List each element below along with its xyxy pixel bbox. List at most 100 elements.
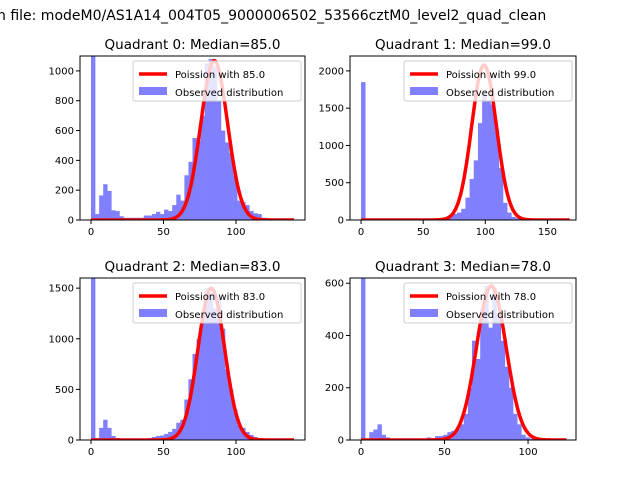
- histogram-bar: [473, 160, 479, 220]
- legend-curve-label: Poission with 99.0: [446, 70, 536, 81]
- histogram-bar: [172, 428, 177, 440]
- histogram-bar: [168, 211, 173, 220]
- histogram-bar: [220, 130, 226, 220]
- legend: Poission with 99.0 Observed distribution: [403, 60, 573, 102]
- histogram-bar: [455, 429, 460, 440]
- y-tick-label: 0: [338, 216, 344, 227]
- histogram-bar: [220, 328, 226, 440]
- histogram-bar: [237, 424, 242, 440]
- histogram-bar: [502, 202, 508, 220]
- histogram-bar: [237, 200, 242, 220]
- histogram-bar: [176, 194, 181, 220]
- y-tick-label: 1000: [49, 66, 74, 77]
- histogram-bar: [434, 436, 440, 440]
- legend: Poission with 78.0 Observed distribution: [403, 282, 573, 324]
- histogram-bar: [204, 288, 210, 440]
- histogram-bar: [200, 115, 205, 220]
- histogram-bar: [208, 293, 214, 440]
- y-tick-label: 800: [55, 96, 74, 107]
- histogram-bar: [486, 100, 491, 220]
- histogram-bar: [164, 433, 169, 440]
- axes-frame: [349, 55, 577, 221]
- histogram-bar: [192, 353, 197, 440]
- legend: Poission with 83.0 Observed distribution: [132, 282, 302, 324]
- histogram-bar: [208, 58, 214, 220]
- y-tick-label: 500: [325, 178, 344, 189]
- histogram-bar: [168, 431, 173, 440]
- histogram-bar: [463, 413, 469, 440]
- plot-area: [360, 63, 571, 220]
- histogram-bar: [107, 190, 112, 220]
- legend-hist-label: Observed distribution: [446, 88, 554, 99]
- axes-frame: [79, 55, 306, 221]
- histogram-bar: [469, 179, 475, 220]
- poisson-curve: [360, 63, 571, 220]
- y-tick-label: 1000: [319, 141, 344, 152]
- histogram-bar: [490, 104, 495, 220]
- y-tick-label: 0: [68, 216, 74, 227]
- legend-hist-swatch: [410, 309, 438, 317]
- y-tick-label: 500: [55, 385, 74, 396]
- legend-box: [403, 282, 573, 324]
- histogram-bar: [480, 309, 485, 440]
- y-tick-label: 400: [325, 331, 344, 342]
- histogram-bar: [373, 429, 378, 440]
- histogram-bar: [513, 413, 518, 440]
- x-tick-label: 0: [358, 227, 364, 238]
- histogram-bar: [107, 427, 112, 440]
- plot-area: [360, 278, 567, 440]
- histogram-bar: [229, 152, 234, 220]
- histogram-bar: [517, 424, 522, 440]
- histogram-bar: [160, 435, 165, 440]
- histogram-bar: [496, 314, 502, 440]
- histogram-bar: [461, 208, 466, 220]
- histogram-bar: [115, 211, 120, 220]
- histogram-bar: [224, 369, 230, 440]
- y-tick-label: 0: [68, 436, 74, 447]
- x-tick-label: 100: [226, 447, 245, 458]
- histogram-bar: [111, 435, 116, 440]
- histogram-bar: [381, 434, 386, 440]
- histogram-bar: [521, 434, 526, 440]
- histogram-bar: [204, 63, 210, 220]
- x-tick-label: 50: [157, 227, 170, 238]
- x-tick-label: 150: [538, 227, 557, 238]
- histogram-bar: [160, 214, 165, 220]
- plot-area: [90, 56, 295, 220]
- histogram-bar: [525, 437, 530, 440]
- histogram-bar: [103, 184, 108, 220]
- subplot-title: Quadrant 2: Median=83.0: [105, 259, 281, 275]
- histogram-bar: [504, 366, 510, 440]
- histogram-bar: [103, 419, 108, 440]
- subplot-title: Quadrant 1: Median=99.0: [375, 37, 551, 53]
- histogram-bar: [216, 298, 222, 440]
- histogram-bar: [91, 56, 96, 220]
- histogram-bar: [465, 197, 470, 220]
- histogram-bar: [361, 82, 366, 220]
- histogram-bar: [155, 211, 161, 220]
- histogram-bar: [188, 379, 193, 440]
- legend-box: [132, 282, 302, 324]
- histogram-bar: [200, 313, 205, 440]
- histogram-bar: [253, 213, 258, 220]
- histogram-bar: [476, 359, 481, 440]
- histogram-bar: [216, 100, 222, 220]
- histogram-bar: [369, 432, 374, 440]
- y-tick-label: 600: [55, 126, 74, 137]
- y-tick-label: 200: [55, 186, 74, 197]
- legend: Poission with 85.0 Observed distribution: [132, 60, 302, 102]
- histogram-bar: [515, 218, 520, 220]
- x-tick-label: 100: [226, 227, 245, 238]
- histogram-bar: [212, 308, 218, 440]
- axes-frame: [79, 277, 306, 441]
- histogram-bar: [119, 216, 124, 220]
- histogram-bar: [484, 285, 489, 440]
- legend-box: [403, 60, 573, 102]
- histogram-bar: [224, 142, 230, 220]
- histogram-bar: [99, 427, 104, 440]
- histogram-bar: [99, 195, 104, 220]
- legend-curve-label: Poission with 85.0: [175, 70, 265, 81]
- histogram-bar: [111, 210, 116, 220]
- x-tick-label: 50: [417, 227, 430, 238]
